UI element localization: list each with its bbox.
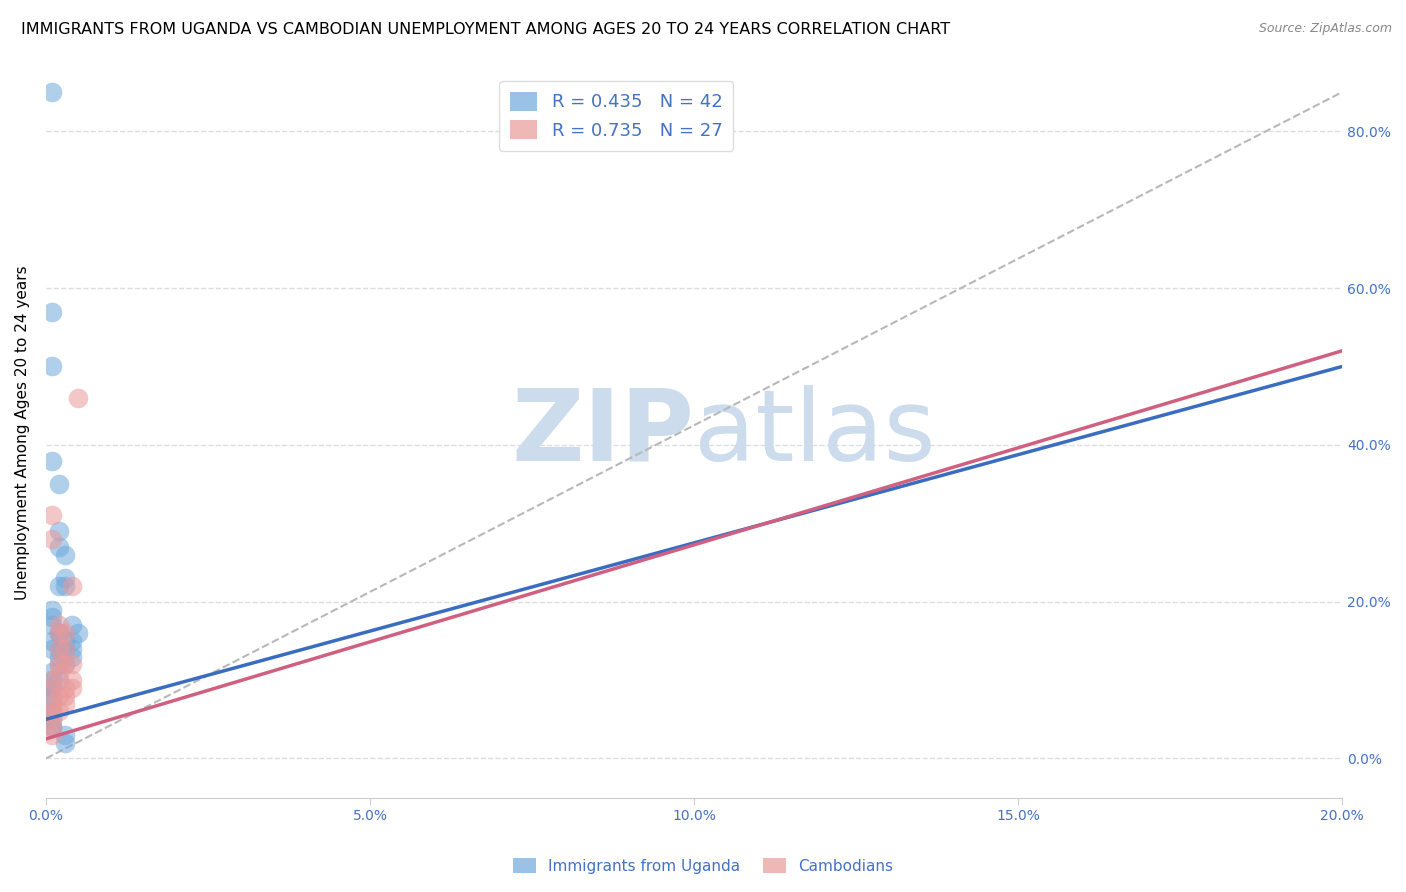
Point [41, 689, 63, 703]
Point [55, 548, 77, 562]
Point [48, 641, 70, 656]
Point [48, 689, 70, 703]
Point [48, 579, 70, 593]
Point [48, 649, 70, 664]
Text: IMMIGRANTS FROM UGANDA VS CAMBODIAN UNEMPLOYMENT AMONG AGES 20 TO 24 YEARS CORRE: IMMIGRANTS FROM UGANDA VS CAMBODIAN UNEM… [21, 22, 950, 37]
Point [41, 728, 63, 742]
Point [41, 359, 63, 374]
Point [48, 477, 70, 491]
Point [41, 681, 63, 695]
Point [60, 618, 83, 632]
Point [41, 705, 63, 719]
Point [41, 304, 63, 318]
Point [60, 633, 83, 648]
Point [48, 626, 70, 640]
Point [55, 579, 77, 593]
Point [41, 532, 63, 546]
Point [48, 657, 70, 672]
Text: atlas: atlas [695, 384, 936, 482]
Point [41, 681, 63, 695]
Point [41, 665, 63, 680]
Point [48, 705, 70, 719]
Point [41, 602, 63, 616]
Point [67, 391, 90, 405]
Point [48, 641, 70, 656]
Point [41, 610, 63, 624]
Point [41, 720, 63, 734]
Point [55, 641, 77, 656]
Point [55, 681, 77, 695]
Text: ZIP: ZIP [512, 384, 695, 482]
Point [41, 618, 63, 632]
Point [55, 571, 77, 585]
Point [41, 697, 63, 711]
Point [41, 712, 63, 726]
Point [55, 626, 77, 640]
Y-axis label: Unemployment Among Ages 20 to 24 years: Unemployment Among Ages 20 to 24 years [15, 266, 30, 600]
Point [48, 626, 70, 640]
Point [48, 673, 70, 687]
Point [55, 657, 77, 672]
Point [48, 524, 70, 538]
Point [55, 689, 77, 703]
Point [60, 673, 83, 687]
Point [41, 85, 63, 99]
Point [48, 657, 70, 672]
Point [55, 657, 77, 672]
Point [60, 641, 83, 656]
Point [41, 712, 63, 726]
Point [60, 657, 83, 672]
Legend: Immigrants from Uganda, Cambodians: Immigrants from Uganda, Cambodians [506, 852, 900, 880]
Point [41, 673, 63, 687]
Point [41, 633, 63, 648]
Point [41, 705, 63, 719]
Point [41, 508, 63, 523]
Point [41, 681, 63, 695]
Point [60, 649, 83, 664]
Point [55, 641, 77, 656]
Point [41, 641, 63, 656]
Point [41, 697, 63, 711]
Legend: R = 0.435   N = 42, R = 0.735   N = 27: R = 0.435 N = 42, R = 0.735 N = 27 [499, 81, 734, 151]
Point [48, 618, 70, 632]
Point [41, 453, 63, 467]
Point [48, 626, 70, 640]
Text: Source: ZipAtlas.com: Source: ZipAtlas.com [1258, 22, 1392, 36]
Point [55, 697, 77, 711]
Point [48, 540, 70, 554]
Point [48, 665, 70, 680]
Point [41, 720, 63, 734]
Point [41, 673, 63, 687]
Point [60, 681, 83, 695]
Point [60, 579, 83, 593]
Point [55, 633, 77, 648]
Point [41, 720, 63, 734]
Point [55, 736, 77, 750]
Point [55, 728, 77, 742]
Point [67, 626, 90, 640]
